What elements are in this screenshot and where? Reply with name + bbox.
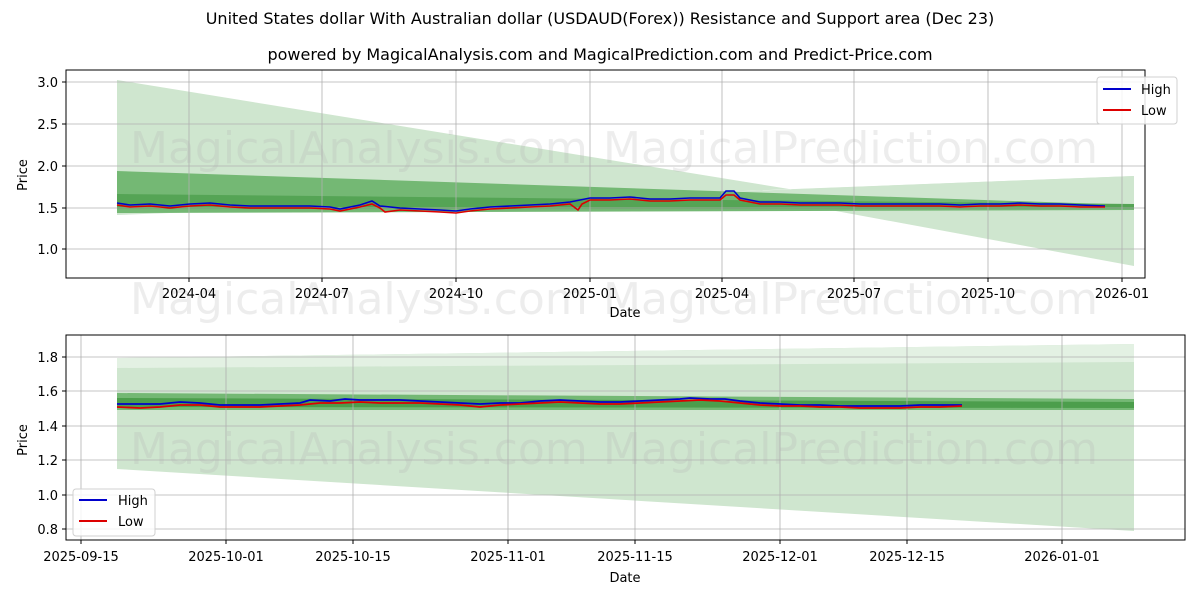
top-x-axis-label: Date (609, 306, 640, 321)
svg-text:1.0: 1.0 (37, 243, 58, 258)
watermark: MagicalAnalysis.com (130, 123, 588, 174)
chart-title: United States dollar With Australian dol… (205, 9, 995, 28)
legend-high-label: High (1141, 83, 1171, 98)
watermark: MagicalAnalysis.com (130, 274, 588, 325)
svg-text:2025-10-15: 2025-10-15 (315, 550, 391, 565)
svg-text:2025-10: 2025-10 (961, 287, 1015, 302)
legend-high-label: High (118, 494, 148, 509)
svg-text:2025-04: 2025-04 (695, 287, 749, 302)
svg-text:1.8: 1.8 (37, 351, 58, 366)
top-low-line (116, 194, 1105, 214)
legend-low-label: Low (118, 515, 144, 530)
svg-text:1.5: 1.5 (37, 202, 58, 217)
svg-text:1.6: 1.6 (37, 385, 58, 400)
top-axes-frame (65, 69, 1146, 279)
svg-text:2.5: 2.5 (37, 118, 58, 133)
svg-text:2026-01: 2026-01 (1095, 287, 1149, 302)
legend-low-label: Low (1141, 104, 1167, 119)
watermark: MagicalAnalysis.com (130, 424, 588, 475)
svg-text:1.0: 1.0 (37, 489, 58, 504)
svg-text:1.2: 1.2 (37, 454, 58, 469)
watermark: MagicalPrediction.com (603, 424, 1098, 475)
watermark: MagicalPrediction.com (603, 274, 1098, 325)
svg-text:2.0: 2.0 (37, 160, 58, 175)
svg-text:2025-10-01: 2025-10-01 (188, 550, 264, 565)
svg-text:1.4: 1.4 (37, 420, 58, 435)
watermark: MagicalPrediction.com (603, 123, 1098, 174)
svg-text:2025-12-01: 2025-12-01 (742, 550, 818, 565)
svg-text:2025-09-15: 2025-09-15 (43, 550, 119, 565)
bottom-y-axis-label: Price (16, 424, 31, 456)
svg-text:2024-10: 2024-10 (429, 287, 483, 302)
bottom-x-axis-label: Date (609, 571, 640, 586)
svg-text:2025-01: 2025-01 (563, 287, 617, 302)
top-high-line (116, 190, 1106, 212)
bottom-grid (66, 335, 1185, 540)
top-y-axis-label: Price (16, 159, 31, 191)
bottom-y-ticks: 1.8 1.6 1.4 1.2 1.0 0.8 (37, 351, 66, 538)
svg-text:2025-12-15: 2025-12-15 (869, 550, 945, 565)
svg-text:2025-11-01: 2025-11-01 (470, 550, 546, 565)
svg-text:0.8: 0.8 (37, 523, 58, 538)
bottom-top-light-band (117, 344, 1134, 368)
svg-text:2024-04: 2024-04 (162, 287, 216, 302)
chart-subtitle: powered by MagicalAnalysis.com and Magic… (267, 45, 933, 64)
top-chart: MagicalAnalysis.com MagicalPrediction.co… (16, 69, 1178, 325)
svg-text:3.0: 3.0 (37, 76, 58, 91)
top-x-ticks: 2024-04 2024-07 2024-10 2025-01 2025-04 … (162, 278, 1149, 302)
svg-text:2025-11-15: 2025-11-15 (597, 550, 673, 565)
top-legend: High Low (1096, 76, 1178, 125)
top-grid (66, 70, 1145, 278)
bottom-low-line (116, 399, 963, 409)
bottom-legend: High Low (72, 488, 156, 537)
bottom-high-line (117, 397, 962, 407)
bottom-chart: MagicalAnalysis.com MagicalPrediction.co… (16, 334, 1186, 586)
top-y-ticks: 3.0 2.5 2.0 1.5 1.0 (37, 76, 66, 258)
svg-text:2025-07: 2025-07 (827, 287, 881, 302)
svg-text:2024-07: 2024-07 (295, 287, 349, 302)
bottom-x-ticks: 2025-09-15 2025-10-01 2025-10-15 2025-11… (43, 540, 1100, 565)
top-outer-band-right (722, 176, 1134, 266)
bottom-axes-frame (65, 334, 1186, 541)
svg-text:2026-01-01: 2026-01-01 (1024, 550, 1100, 565)
